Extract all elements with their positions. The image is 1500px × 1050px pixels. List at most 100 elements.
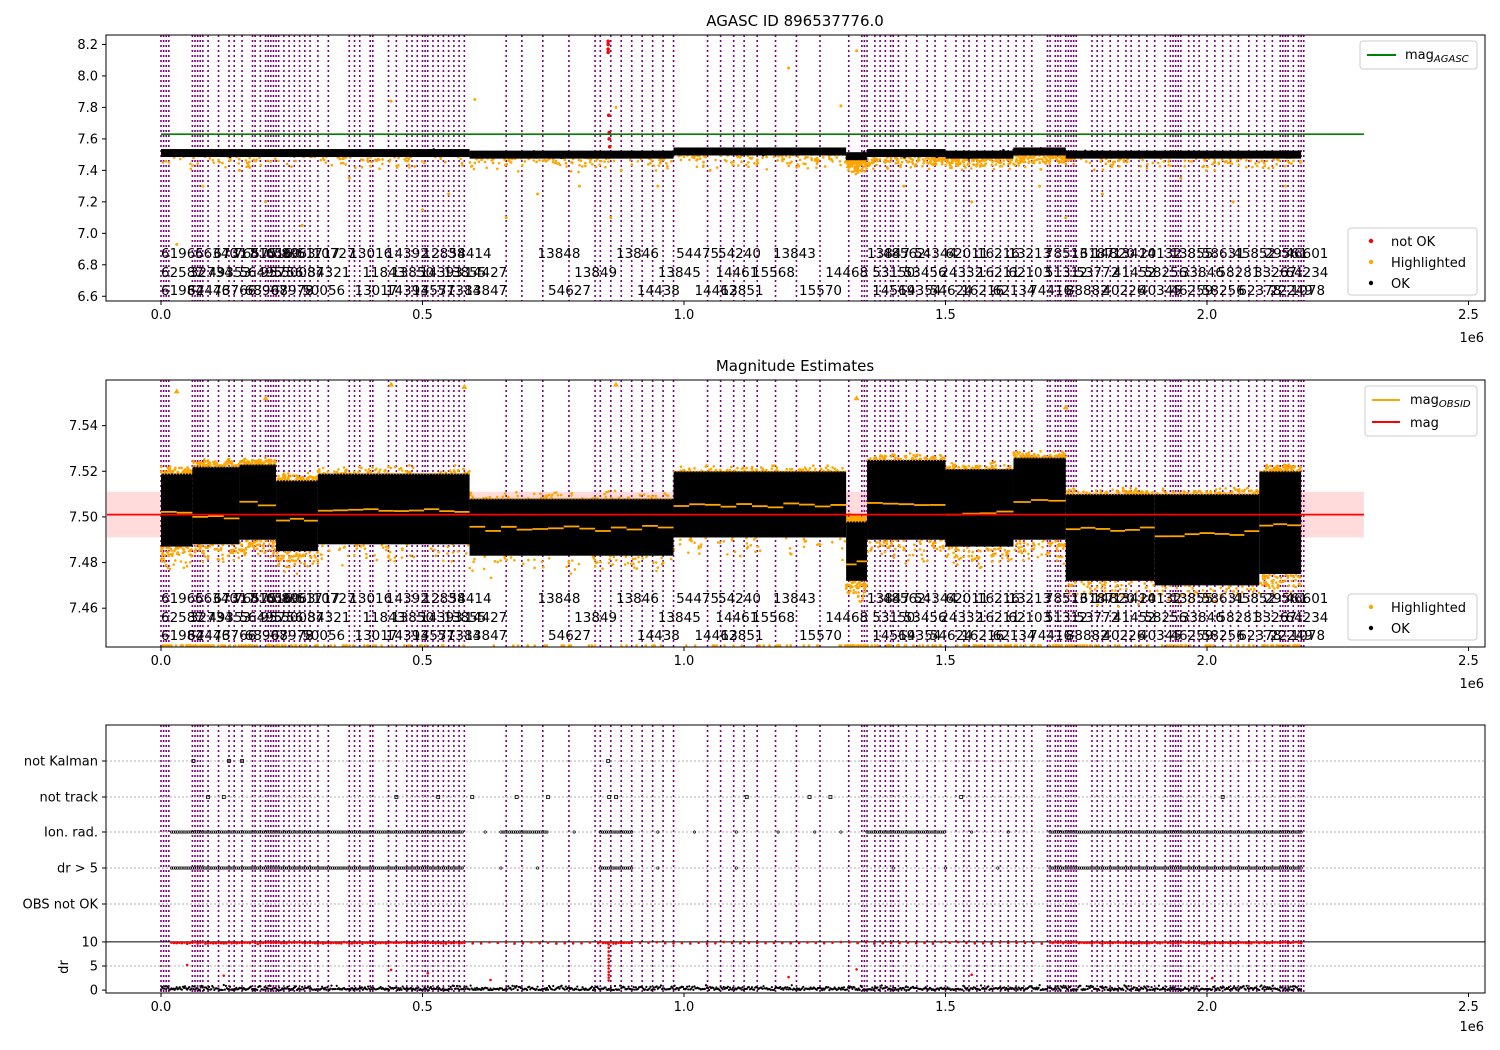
highlighted-point — [1103, 586, 1107, 590]
highlighted-point — [1049, 453, 1052, 457]
highlighted-point — [1118, 587, 1122, 591]
highlighted-point — [900, 160, 904, 164]
highlighted-point — [955, 644, 959, 647]
highlighted-point — [1013, 453, 1017, 456]
highlighted-point — [467, 543, 470, 547]
ok-point — [675, 149, 679, 153]
ok-point — [397, 152, 401, 156]
highlighted-point — [623, 563, 627, 566]
highlighted-point — [790, 160, 793, 163]
highlighted-point — [268, 543, 271, 546]
highlighted-point — [1121, 595, 1124, 599]
highlighted-point — [1086, 585, 1089, 588]
highlighted-point — [444, 471, 448, 475]
highlighted-point — [177, 553, 181, 557]
highlighted-point — [222, 463, 226, 466]
highlighted-point — [918, 644, 921, 647]
highlighted-point — [1279, 644, 1283, 647]
highlighted-point — [885, 165, 889, 169]
highlighted-point — [198, 548, 201, 552]
highlighted-point — [1278, 467, 1281, 471]
highlighted-point — [437, 550, 440, 554]
highlighted-point — [1255, 488, 1258, 492]
highlighted-point — [1251, 590, 1255, 594]
highlighted-point — [579, 159, 583, 163]
obs-label: 14438 — [637, 283, 680, 299]
highlighted-point — [1003, 463, 1006, 467]
highlighted-point — [1283, 164, 1287, 168]
highlighted-point — [939, 454, 943, 458]
highlighted-point — [1165, 644, 1169, 647]
ok-point — [729, 151, 732, 155]
ok-point — [376, 152, 380, 156]
highlighted-point — [740, 467, 744, 470]
highlighted-point — [1143, 582, 1147, 585]
highlighted-point — [1152, 583, 1155, 587]
highlighted-point — [831, 540, 834, 544]
highlighted-point — [1215, 600, 1218, 604]
x-tick-label: 2.0 — [1197, 654, 1218, 669]
highlighted-point — [910, 160, 914, 164]
highlighted-point — [1156, 589, 1159, 593]
highlighted-point — [252, 541, 256, 544]
highlighted-point — [1286, 574, 1289, 578]
highlighted-point — [1089, 644, 1093, 647]
highlighted-point — [237, 168, 241, 172]
highlighted-point — [1129, 487, 1132, 490]
highlighted-point — [1252, 644, 1255, 647]
highlighted-point — [1045, 553, 1048, 556]
highlighted-point — [294, 159, 297, 163]
highlighted-point — [1261, 577, 1265, 581]
ok-band — [469, 150, 674, 159]
highlighted-point — [777, 154, 780, 158]
highlighted-point — [817, 158, 820, 162]
highlighted-point — [424, 644, 428, 647]
highlighted-point — [384, 468, 387, 472]
highlighted-point — [366, 470, 370, 474]
highlighted-point — [468, 469, 471, 473]
highlighted-point — [978, 566, 982, 570]
highlighted-point — [299, 561, 302, 565]
obs-label: 88882 — [1066, 283, 1109, 299]
highlighted-point — [1032, 155, 1036, 159]
highlighted-point — [468, 161, 472, 164]
x-tick-label: 1.5 — [935, 654, 956, 669]
highlighted-point — [177, 546, 180, 549]
highlighted-point — [1188, 159, 1192, 163]
highlighted-point — [938, 545, 942, 549]
highlighted-point — [342, 466, 346, 469]
highlighted-point — [1103, 580, 1107, 584]
ok-point — [820, 149, 824, 152]
obs-label: 95756 — [260, 265, 303, 281]
obs-label: 67317 — [213, 246, 256, 262]
highlighted-point — [1257, 160, 1261, 164]
highlighted-point — [590, 644, 594, 647]
highlighted-point — [1022, 541, 1026, 545]
obs-label: 81016 — [250, 246, 293, 262]
highlighted-point — [160, 548, 163, 552]
highlighted-point — [932, 159, 936, 162]
highlighted-point — [850, 170, 854, 174]
highlighted-point — [226, 462, 229, 466]
highlighted-point — [1228, 161, 1232, 165]
highlighted-point — [1183, 159, 1187, 163]
ok-point — [232, 150, 236, 154]
highlighted-point — [1067, 582, 1070, 586]
ok-point — [860, 154, 863, 158]
highlighted-point — [695, 165, 699, 169]
highlighted-point — [815, 162, 819, 165]
highlighted-point — [283, 644, 286, 647]
highlighted-point — [380, 543, 384, 547]
highlighted-point — [1054, 156, 1057, 159]
highlighted-point — [362, 644, 366, 647]
highlighted-point — [962, 644, 966, 647]
highlighted-point — [192, 156, 195, 160]
highlighted-point — [190, 548, 193, 551]
highlighted-point — [339, 161, 343, 165]
highlighted-point — [206, 459, 210, 462]
highlighted-point — [1239, 595, 1242, 599]
highlighted-point — [1056, 158, 1059, 162]
ok-point — [1041, 147, 1045, 151]
highlighted-point — [1207, 644, 1211, 647]
highlighted-point — [962, 163, 966, 167]
